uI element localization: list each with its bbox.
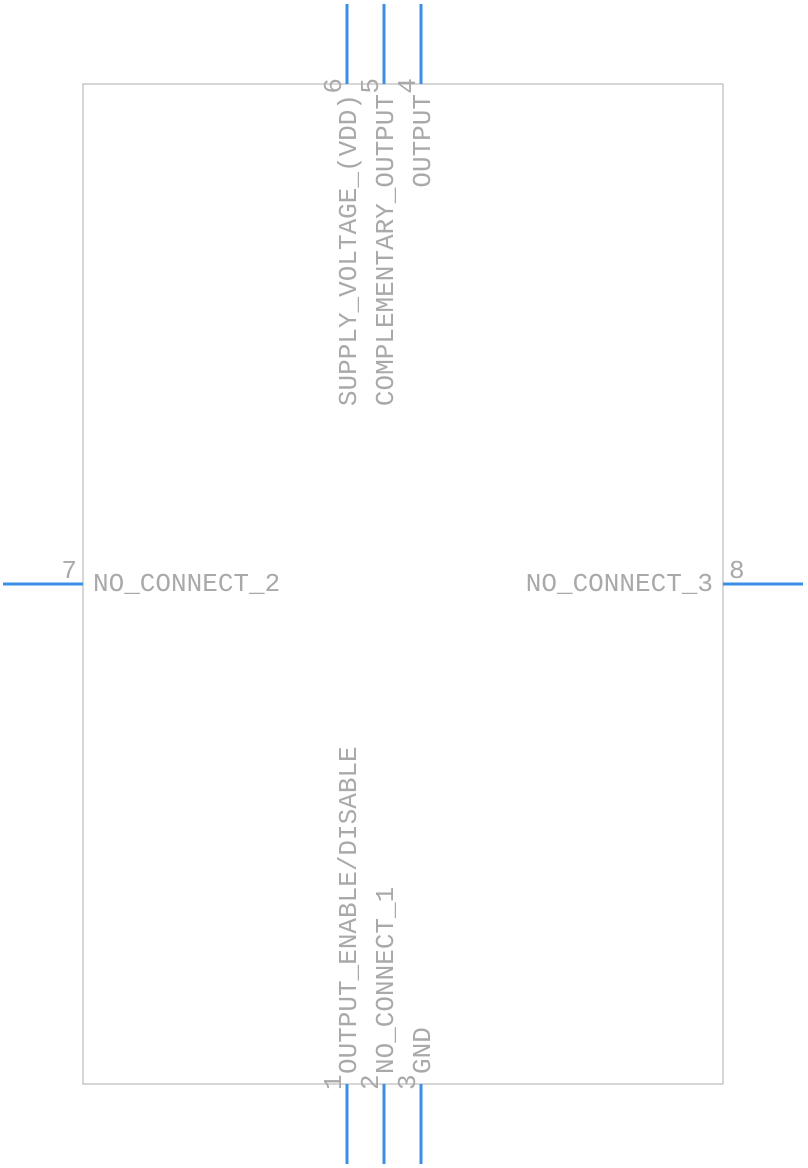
pin-4-label: OUTPUT <box>408 94 438 188</box>
pin-7-label: NO_CONNECT_2 <box>93 569 280 599</box>
pin-2-label: NO_CONNECT_1 <box>371 887 401 1074</box>
pin-8-label: NO_CONNECT_3 <box>526 569 713 599</box>
pin-5-label: COMPLEMENTARY_OUTPUT <box>371 94 401 406</box>
pin-8-number: 8 <box>729 556 745 586</box>
pin-1-label: OUTPUT_ENABLE/DISABLE <box>334 746 364 1074</box>
pin-3-number: 3 <box>393 1074 423 1090</box>
pin-6-label: SUPPLY_VOLTAGE_(VDD) <box>334 94 364 406</box>
pin-2-number: 2 <box>356 1074 386 1090</box>
pin-1-number: 1 <box>319 1074 349 1090</box>
pin-7-number: 7 <box>61 556 77 586</box>
pin-6-number: 6 <box>319 78 349 94</box>
pin-3-label: GND <box>408 1027 438 1074</box>
pin-5-number: 5 <box>356 78 386 94</box>
pin-4-number: 4 <box>393 78 423 94</box>
